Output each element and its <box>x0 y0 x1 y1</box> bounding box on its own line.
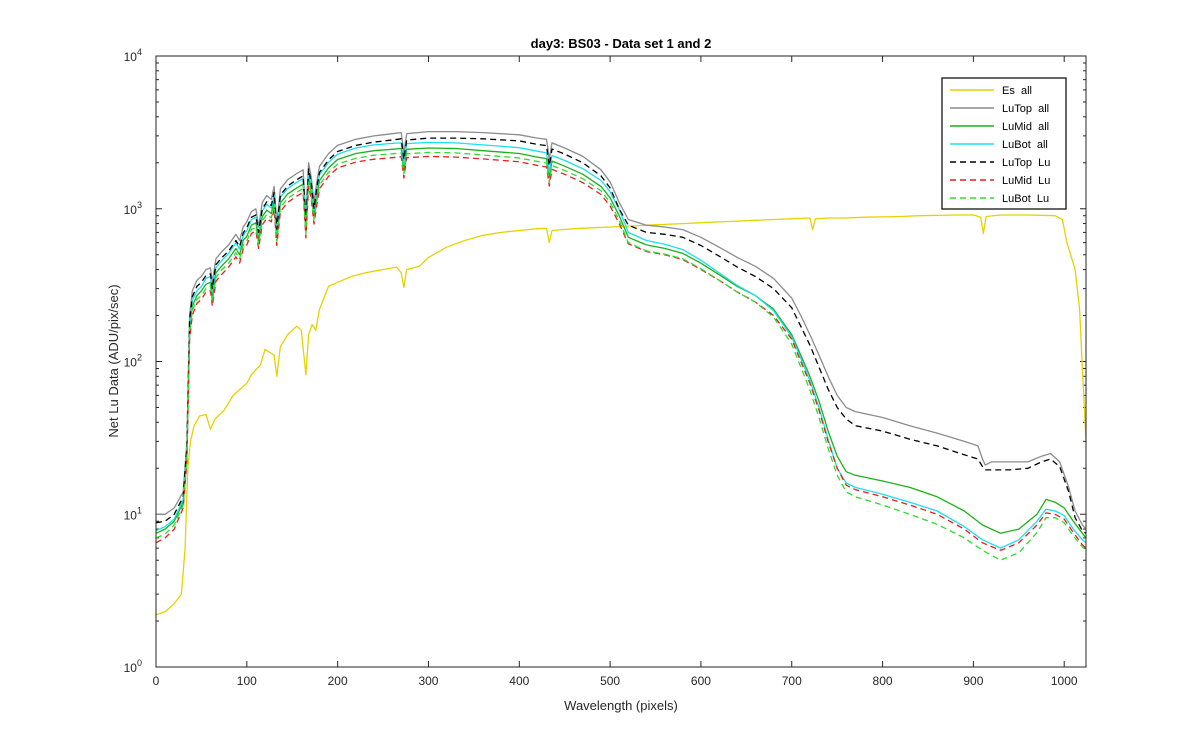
chart-title: day3: BS03 - Data set 1 and 2 <box>531 36 712 51</box>
legend-label: LuBot Lu <box>1002 193 1049 205</box>
x-tick-label: 200 <box>328 674 348 688</box>
legend: Es all LuTop all LuMid all LuBot all LuTop L… <box>941 77 1067 210</box>
y-tick-label: 101 <box>124 505 142 522</box>
x-tick-label: 0 <box>153 674 160 688</box>
legend-label: LuTop Lu <box>1002 157 1050 169</box>
y-tick-label: 104 <box>124 47 142 64</box>
legend-label: LuTop all <box>1002 103 1049 115</box>
x-tick-label: 700 <box>782 674 802 688</box>
series-line <box>155 155 1087 552</box>
x-tick-label: 1000 <box>1051 674 1078 688</box>
tick-labels: 0 100 200 300 400 500 600 700 800 900 1000 100 101 10… <box>124 47 1078 688</box>
series-line <box>155 137 1087 534</box>
y-tick-label: 103 <box>124 200 142 217</box>
y-axis-label: Net Lu Data (ADU/pix/sec) <box>106 284 121 437</box>
legend-label: Es all <box>1002 85 1032 97</box>
x-tick-label: 300 <box>418 674 438 688</box>
y-tick-label: 100 <box>124 658 142 675</box>
plot-area <box>156 56 1086 667</box>
plot-frame <box>155 55 1087 668</box>
legend-label: LuMid Lu <box>1002 175 1050 187</box>
x-tick-label: 900 <box>963 674 983 688</box>
legend-label: LuBot all <box>1002 139 1048 151</box>
series-line <box>155 214 1087 616</box>
x-tick-label: 400 <box>509 674 529 688</box>
x-tick-label: 800 <box>873 674 893 688</box>
series-line <box>155 147 1087 539</box>
y-tick-label: 102 <box>124 353 142 370</box>
series-line <box>155 151 1087 561</box>
series-line <box>156 130 1087 530</box>
x-tick-label: 500 <box>600 674 620 688</box>
x-axis-label: Wavelength (pixels) <box>564 698 678 713</box>
legend-label: LuMid all <box>1002 121 1049 133</box>
x-tick-label: 100 <box>237 674 257 688</box>
series-layer <box>155 130 1087 616</box>
x-tick-label: 600 <box>691 674 711 688</box>
